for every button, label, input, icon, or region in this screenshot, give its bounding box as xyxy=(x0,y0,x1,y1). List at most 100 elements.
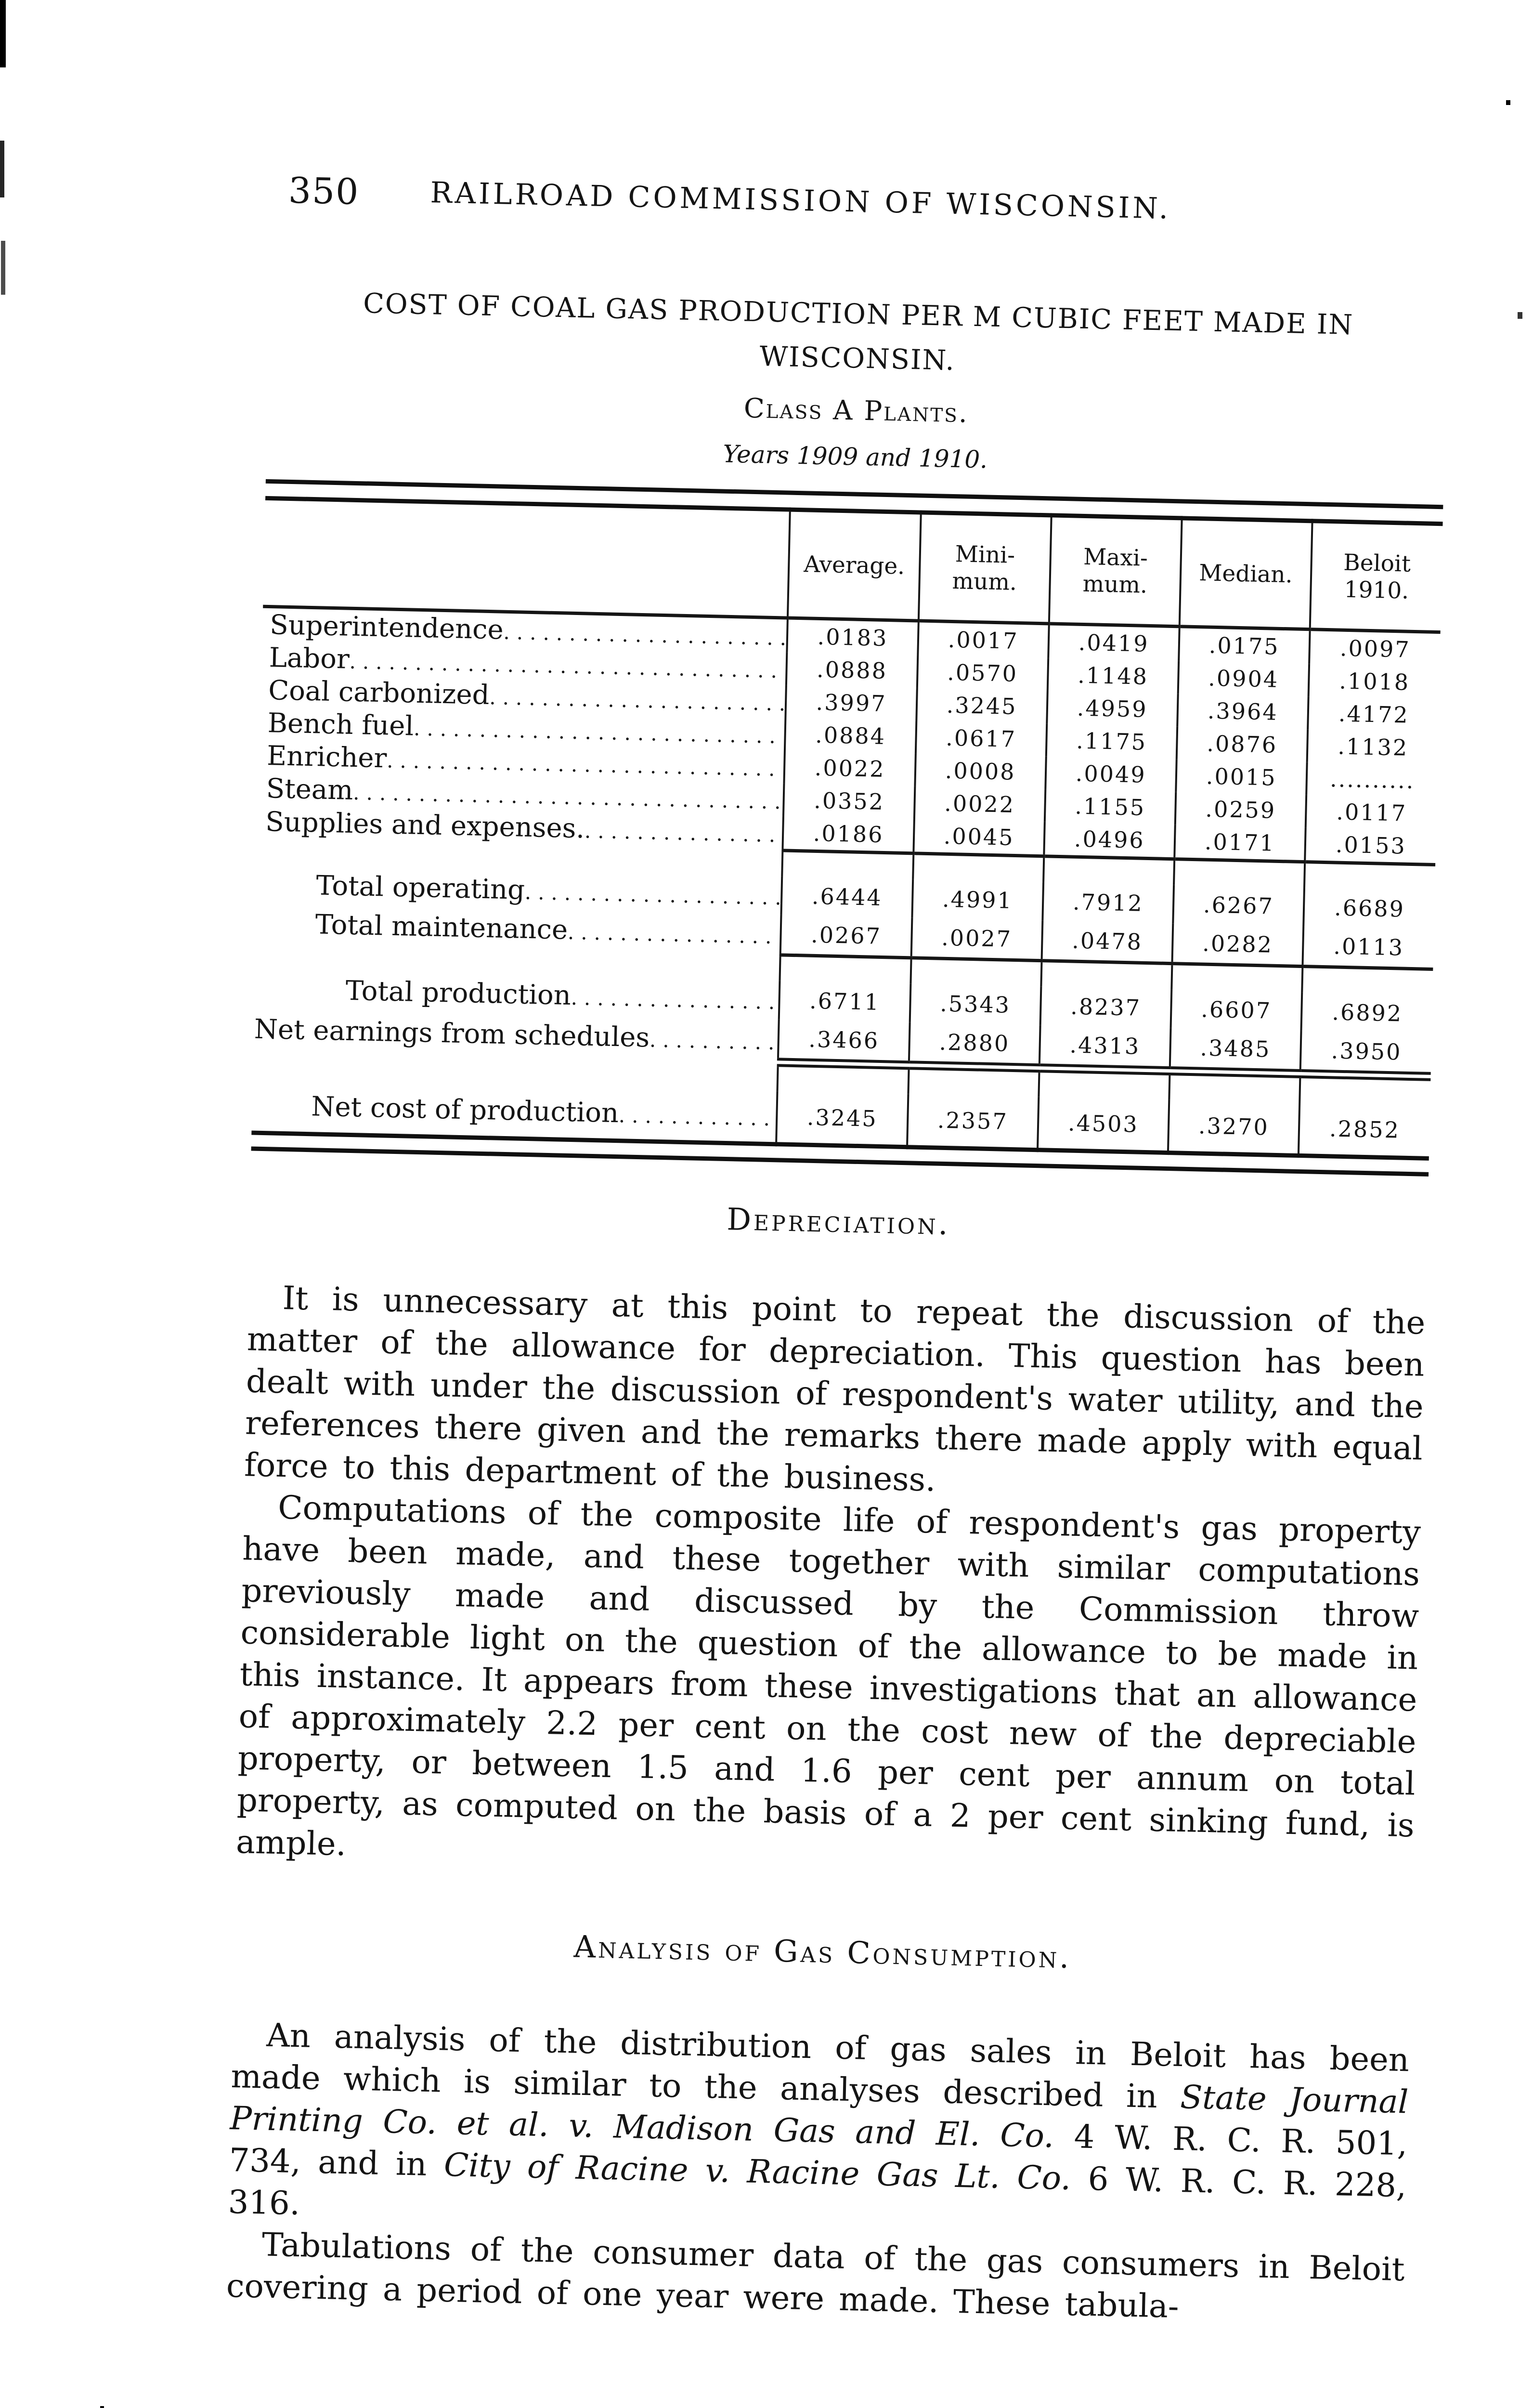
depreciation-paragraph-1: It is unnecessary at this point to repea… xyxy=(244,1279,1426,1499)
value-cell: .3245 xyxy=(776,1091,908,1147)
analysis-paragraph-1: An analysis of the distribution of gas s… xyxy=(228,2014,1410,2249)
row-label: Net earnings from schedules xyxy=(254,1013,650,1054)
section-heading-depreciation: Depreciation. xyxy=(726,1202,951,1242)
value-cell: .2852 xyxy=(1298,1102,1430,1159)
value-cell: .0888 xyxy=(786,652,918,688)
row-label: Coal carbonized xyxy=(268,674,490,711)
value-cell: .6267 xyxy=(1173,885,1304,927)
value-cell: .0352 xyxy=(783,783,915,819)
leader-dots xyxy=(503,620,786,650)
value-cell: .4959 xyxy=(1046,691,1178,727)
column-header-median: Median. xyxy=(1179,518,1312,629)
leader-dots xyxy=(618,1103,776,1130)
value-cell: .6607 xyxy=(1170,989,1302,1031)
leader-dots xyxy=(568,920,780,949)
row-label: Supplies and expenses. xyxy=(265,806,585,845)
value-cell: .0478 xyxy=(1041,920,1173,964)
scan-artifact-left-edge xyxy=(0,0,6,67)
value-cell: .7912 xyxy=(1042,882,1174,924)
value-cell: .1018 xyxy=(1308,664,1440,700)
table-class-label: Class A Plants. xyxy=(743,393,969,429)
scan-artifact-speck xyxy=(1518,312,1522,319)
value-cell: .6689 xyxy=(1303,888,1435,929)
header-line: Average. xyxy=(803,550,905,580)
row-label: Enricher xyxy=(266,740,388,774)
value-cell: .0259 xyxy=(1175,792,1307,828)
value-cell: .0904 xyxy=(1178,661,1310,697)
value-cell: .1175 xyxy=(1046,723,1177,759)
value-cell: .4991 xyxy=(911,879,1043,921)
row-label-cell: Net cost of production xyxy=(251,1080,778,1144)
value-cell: .0876 xyxy=(1176,726,1308,762)
value-cell: .0171 xyxy=(1174,824,1306,862)
leader-dots xyxy=(414,716,784,748)
column-header-average: Average. xyxy=(788,510,921,621)
value-cell: .4503 xyxy=(1037,1097,1169,1153)
value-cell: .1132 xyxy=(1307,729,1439,765)
value-cell: .6892 xyxy=(1301,992,1433,1034)
value-cell: .0175 xyxy=(1178,626,1310,664)
row-label: Total production xyxy=(345,975,572,1011)
value-cell: .3245 xyxy=(916,688,1048,724)
value-cell: .0022 xyxy=(784,750,916,786)
value-cell: .0008 xyxy=(914,753,1046,789)
page-content: 350 RAILROAD COMMISSION OF WISCONSIN. CO… xyxy=(226,170,1450,2332)
value-cell: .0022 xyxy=(914,786,1045,822)
cost-table: Average. Mini-mum. Maxi-mum. Median. Bel… xyxy=(251,496,1443,1161)
leader-dots xyxy=(524,880,780,909)
value-cell: .0117 xyxy=(1305,795,1437,831)
value-cell: .3964 xyxy=(1177,694,1309,730)
value-cell: .1148 xyxy=(1047,658,1179,694)
citation-text: City of Racine v. Racine Gas Lt. Co. xyxy=(443,2146,1072,2198)
value-cell: .3466 xyxy=(778,1019,910,1065)
column-header-beloit: Beloit 1910. xyxy=(1310,521,1443,632)
value-cell: .8237 xyxy=(1040,986,1172,1028)
scan-artifact-left-edge xyxy=(1,241,5,295)
value-cell: .4313 xyxy=(1039,1025,1171,1071)
value-cell: .3270 xyxy=(1168,1099,1300,1156)
value-cell: .3950 xyxy=(1300,1031,1432,1077)
value-cell: .5343 xyxy=(909,983,1041,1025)
header-line: mum. xyxy=(952,567,1017,596)
value-cell: .4172 xyxy=(1308,696,1439,733)
value-cell: .2357 xyxy=(907,1094,1039,1150)
value-cell: .0113 xyxy=(1302,926,1434,969)
value-cell: .0097 xyxy=(1309,629,1441,667)
expense-rows: Superintendence .0183.0017.0419.0175.0097… xyxy=(258,606,1441,865)
header-line: Maxi- xyxy=(1083,543,1148,572)
scan-artifact-left-edge xyxy=(0,141,4,197)
value-cell: .1155 xyxy=(1044,789,1176,825)
row-label: Steam xyxy=(266,772,354,806)
column-header-minimum: Mini-mum. xyxy=(918,512,1052,624)
value-cell: .0015 xyxy=(1176,759,1307,795)
value-cell: .......... xyxy=(1306,762,1438,798)
section-heading-analysis: Analysis of Gas Consumption. xyxy=(573,1929,1072,1976)
value-cell: .0570 xyxy=(917,655,1048,691)
row-label: Labor xyxy=(269,641,350,675)
header-label-cell xyxy=(263,498,791,618)
running-title: RAILROAD COMMISSION OF WISCONSIN. xyxy=(429,176,1171,226)
column-header-maximum: Maxi-mum. xyxy=(1049,515,1182,627)
row-label: Net cost of production xyxy=(311,1090,619,1129)
leader-dots xyxy=(650,1028,778,1055)
value-cell: .0045 xyxy=(913,819,1045,856)
value-cell: .0267 xyxy=(780,915,912,958)
value-cell: .3997 xyxy=(785,685,917,721)
header-line: Beloit xyxy=(1343,549,1411,577)
value-cell: .0049 xyxy=(1045,756,1177,792)
value-cell: .6444 xyxy=(781,876,913,918)
value-cell: .0186 xyxy=(782,816,914,853)
header-line: Median. xyxy=(1198,559,1293,588)
scan-artifact-tick xyxy=(100,2406,104,2408)
value-cell: .0496 xyxy=(1043,822,1175,859)
value-cell: .6711 xyxy=(779,981,910,1022)
value-cell: .0419 xyxy=(1048,623,1180,661)
value-cell: .0282 xyxy=(1172,923,1304,967)
leader-dots xyxy=(571,985,778,1013)
row-label: Bench fuel xyxy=(267,707,415,742)
value-cell: .0183 xyxy=(787,618,919,655)
page-number: 350 xyxy=(288,170,360,213)
row-label: Total maintenance xyxy=(315,909,568,946)
table-years-label: Years 1909 and 1910. xyxy=(722,440,988,474)
